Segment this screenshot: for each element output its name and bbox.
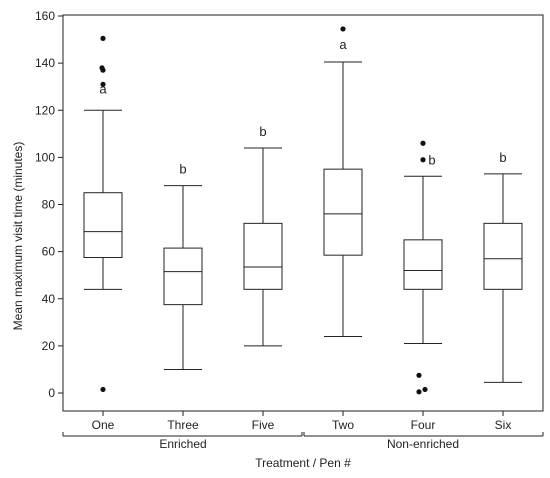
box-five: b: [243, 124, 283, 347]
outlier-point: [420, 157, 426, 163]
outlier-point: [416, 372, 422, 378]
iqr-box: [403, 239, 443, 290]
y-tick-label: 40: [42, 292, 56, 306]
group-label: Enriched: [159, 437, 206, 451]
outlier-point: [100, 81, 106, 87]
x-category-label: One: [92, 418, 115, 432]
outlier-point: [100, 67, 106, 73]
significance-letter: b: [259, 124, 266, 139]
x-axis: One Three Five Two Four Six Enriched Non-enrich…: [62, 411, 544, 451]
y-tick-label: 160: [35, 9, 55, 23]
significance-letter: a: [339, 37, 347, 52]
y-tick-label: 140: [35, 56, 55, 70]
x-axis-title: Treatment / Pen #: [255, 456, 351, 470]
outlier-point: [416, 389, 422, 395]
x-category-label: Five: [252, 418, 275, 432]
significance-letter: a: [99, 81, 107, 96]
box-three: b: [163, 162, 203, 370]
iqr-box: [243, 222, 283, 290]
y-tick-label: 120: [35, 103, 55, 117]
x-category-label: Two: [332, 418, 354, 432]
outlier-point: [420, 140, 426, 146]
outlier-point: [422, 386, 428, 393]
significance-letter: b: [428, 153, 435, 168]
y-tick-label: 0: [48, 386, 55, 400]
plot-frame: [62, 14, 544, 412]
y-axis-title: Mean maximum visit time (minutes): [11, 142, 25, 331]
iqr-box: [323, 168, 363, 256]
box-one: a: [83, 35, 123, 393]
y-axis: 0 20 40 60 80 100 120 140 160: [35, 9, 63, 400]
iqr-box: [483, 222, 523, 290]
outlier-point: [100, 386, 106, 393]
plot-border: [62, 14, 544, 412]
significance-letter: b: [499, 150, 506, 165]
x-category-label: Four: [411, 418, 436, 432]
box-six: b: [483, 150, 523, 383]
iqr-box: [83, 192, 123, 259]
box-series: a b b a b b: [83, 26, 523, 395]
y-tick-label: 60: [42, 245, 56, 259]
y-tick-label: 100: [35, 150, 55, 164]
outlier-point: [100, 35, 106, 41]
significance-letter: b: [179, 162, 186, 177]
outlier-point: [340, 26, 346, 32]
box-four: b: [403, 140, 443, 395]
x-category-label: Six: [495, 418, 512, 432]
iqr-box: [163, 247, 203, 306]
group-label: Non-enriched: [387, 437, 459, 451]
y-tick-label: 20: [42, 339, 56, 353]
y-tick-label: 80: [42, 198, 56, 212]
x-category-label: Three: [167, 418, 199, 432]
box-two: a: [323, 26, 363, 337]
